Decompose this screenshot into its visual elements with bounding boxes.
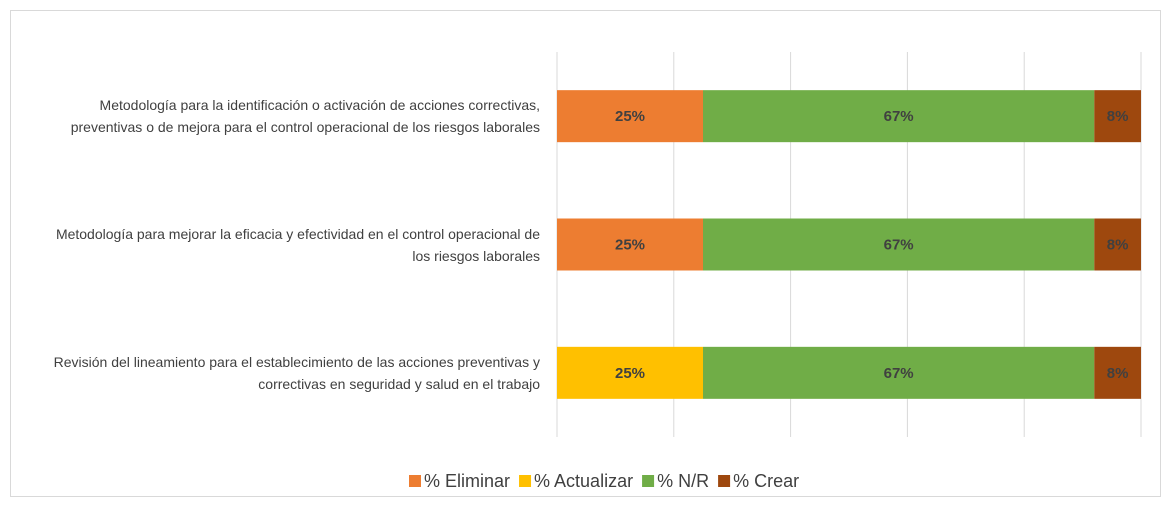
bar-segment — [557, 346, 703, 399]
value-label: 25% — [615, 236, 645, 253]
legend-swatch — [519, 475, 532, 487]
value-label: 25% — [615, 108, 645, 125]
value-label: 8% — [1107, 236, 1129, 253]
bar-segment — [703, 218, 1095, 271]
category-label: Revisión del lineamiento para el estable… — [53, 353, 540, 392]
bar-segment — [557, 90, 703, 143]
bar-segment — [1094, 346, 1141, 399]
bar-segment — [703, 346, 1095, 399]
value-label: 8% — [1107, 108, 1129, 125]
chart-border — [10, 10, 1161, 497]
legend-swatch — [409, 475, 421, 487]
category-label: Metodología para mejorar la eficacia y e… — [55, 225, 540, 264]
value-label: 67% — [884, 365, 914, 382]
legend-swatch — [642, 475, 655, 487]
value-label: 67% — [884, 236, 914, 253]
legend-swatch — [718, 475, 731, 487]
value-label: 25% — [615, 365, 645, 382]
bar-segment — [1094, 90, 1141, 143]
category-label: Metodología para la identificación o act… — [70, 97, 540, 136]
legend-label: % Eliminar — [424, 471, 510, 491]
bar-segment — [557, 218, 703, 271]
legend-label: % Crear — [733, 471, 799, 491]
legend-label: % Actualizar — [534, 471, 633, 491]
bar-segment — [1094, 218, 1141, 271]
value-label: 8% — [1107, 365, 1129, 382]
value-label: 67% — [884, 108, 914, 125]
bar-segment — [703, 90, 1095, 143]
legend-label: % N/R — [657, 471, 709, 491]
